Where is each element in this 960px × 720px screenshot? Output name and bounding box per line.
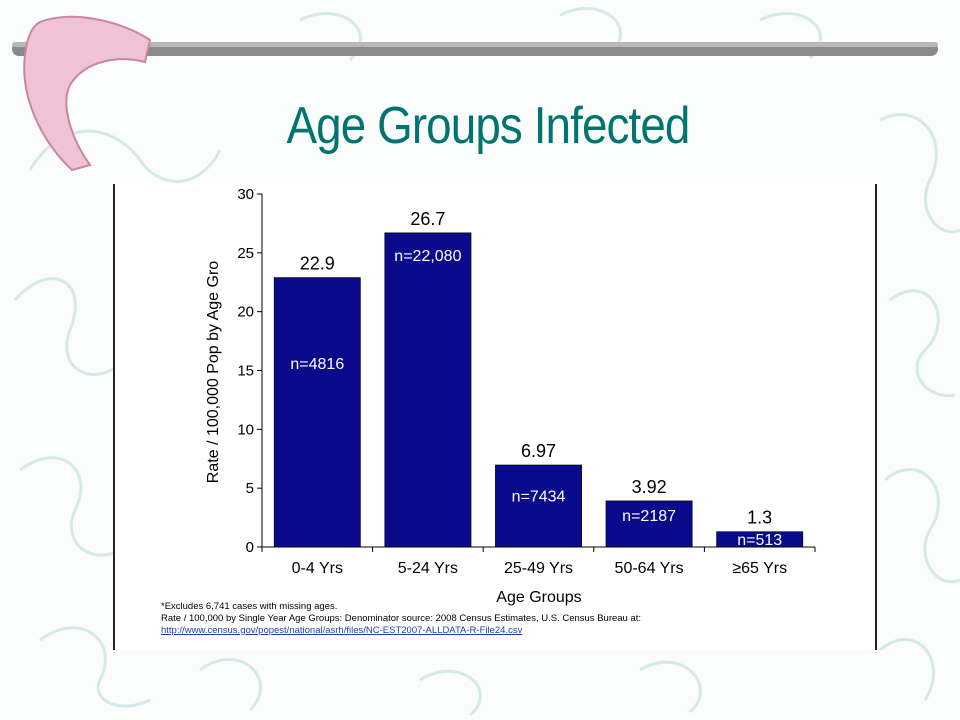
n-label: n=22,080 <box>394 248 461 265</box>
data-label: 6.97 <box>521 441 556 461</box>
n-label: n=4816 <box>290 356 344 373</box>
data-label: 22.9 <box>300 254 335 274</box>
bar <box>495 464 582 548</box>
n-label: n=7434 <box>512 489 566 506</box>
x-axis-title: Age Groups <box>496 589 581 606</box>
data-label: 26.7 <box>410 209 445 229</box>
slide-title: Age Groups Infected <box>286 97 690 155</box>
y-tick-label: 15 <box>237 363 254 380</box>
bar <box>716 531 804 548</box>
y-tick-label: 25 <box>237 245 254 262</box>
y-tick-label: 20 <box>237 304 254 321</box>
bar <box>384 232 472 548</box>
x-tick-label: 0-4 Yrs <box>292 560 343 577</box>
y-tick-label: 0 <box>246 539 254 556</box>
x-tick-label: 50-64 Yrs <box>615 560 684 577</box>
y-tick-label: 10 <box>237 421 254 438</box>
footnote-missing-ages: *Excludes 6,741 cases with missing ages. <box>161 601 338 612</box>
y-tick-label: 30 <box>237 186 254 203</box>
n-label: n=513 <box>737 532 782 549</box>
bar <box>605 500 693 548</box>
bar <box>273 277 361 548</box>
x-tick-label: 5-24 Yrs <box>398 560 458 577</box>
footnotes: *Excludes 6,741 cases with missing ages.… <box>161 601 861 637</box>
x-tick-label: 25-49 Yrs <box>504 560 573 577</box>
n-label: n=2187 <box>622 508 676 525</box>
y-axis: 0 5 10 15 20 25 30 <box>237 186 263 556</box>
chart-panel: 0 5 10 15 20 25 30 0-4 Yrs 5-24 Yrs 25-49 Yrs 50-… <box>113 184 877 650</box>
data-label: 3.92 <box>632 477 667 497</box>
footnote-census-link[interactable]: http://www.census.gov/popest/national/as… <box>161 625 523 636</box>
y-tick-label: 5 <box>246 480 254 497</box>
x-tick-label: ≥65 Yrs <box>732 560 787 577</box>
x-axis: 0-4 Yrs 5-24 Yrs 25-49 Yrs 50-64 Yrs ≥65 Yrs <box>261 546 816 577</box>
footnote-denominator-source: Rate / 100,000 by Single Year Age Groups… <box>161 613 642 624</box>
data-label: 1.3 <box>747 508 772 528</box>
bars: 22.9 n=4816 26.7 n=22,080 6.97 n=7434 3.92 n=21… <box>273 209 804 549</box>
bar-chart: 0 5 10 15 20 25 30 0-4 Yrs 5-24 Yrs 25-49 Yrs 50-… <box>205 186 816 606</box>
y-axis-title: Rate / 100,000 Pop by Age Gro <box>205 261 222 483</box>
